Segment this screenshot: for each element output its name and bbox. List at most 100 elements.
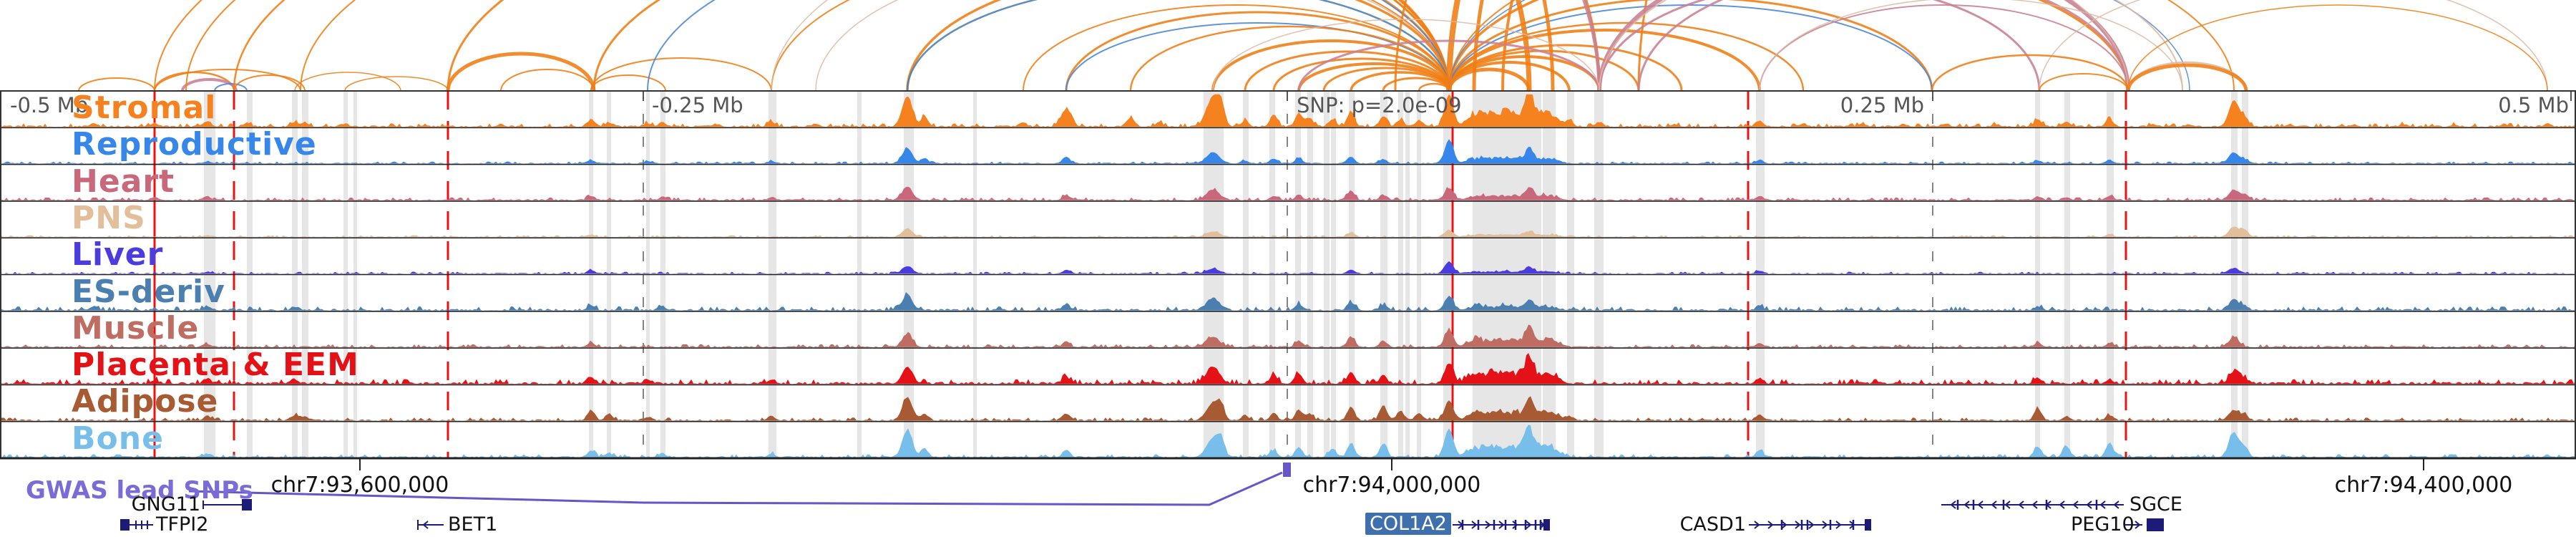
signal-bone [0, 425, 2576, 458]
interaction-arc [1448, 0, 2235, 90]
gene-strand-arrow [1485, 521, 1491, 529]
track-label-placenta-eem: Placenta & EEM [72, 347, 359, 384]
arc-layer [78, 0, 2548, 90]
ruler-label-3: 0.25 Mb [1840, 93, 1924, 117]
interaction-arc [1584, 0, 1601, 90]
interaction-arc [2039, 73, 2129, 90]
ruler-label-4: 0.5 Mb [2498, 93, 2569, 117]
interaction-arc [815, 0, 1450, 90]
gene-label-GNG11: GNG11 [131, 493, 200, 516]
gene-strand-arrow [2072, 500, 2079, 509]
track-label-adipose: Adipose [72, 383, 219, 420]
gene-endbox-PEG10 [2147, 518, 2164, 531]
signal-pns [0, 226, 2576, 237]
interaction-arc [1501, 0, 1514, 90]
interaction-arc [771, 0, 1450, 90]
interaction-arc [1023, 4, 1450, 90]
interaction-arc [154, 69, 301, 90]
gene-strand-arrow [1977, 500, 1984, 509]
interaction-arc [1931, 54, 2129, 90]
interaction-arc [1637, 0, 2129, 90]
interaction-arc [154, 0, 1450, 90]
gene-label-BET1: BET1 [448, 513, 498, 536]
interaction-arc [446, 52, 596, 90]
interaction-arc [590, 57, 772, 90]
gene-strand-arrow [2018, 500, 2024, 509]
gene-strand-arrow [1767, 521, 1774, 529]
interaction-arc [1244, 50, 1450, 90]
gene-strand-arrow [1822, 521, 1828, 529]
track-label-bone: Bone [72, 420, 164, 457]
gene-strand-arrow [2059, 500, 2065, 509]
axis-label-0: chr7:93,600,000 [270, 473, 449, 498]
interaction-arc [344, 76, 449, 90]
interaction-arc [1350, 71, 1450, 90]
interaction-arc [78, 77, 155, 90]
gene-strand-arrow [1963, 500, 1970, 509]
track-label-heart: Heart [72, 163, 175, 200]
interaction-arc [1418, 82, 1450, 90]
gene-strand-arrow [422, 521, 429, 529]
gene-strand-arrow [1781, 521, 1787, 529]
track-label-muscle: Muscle [72, 309, 200, 347]
signal-muscle [0, 324, 2576, 347]
gene-strand-arrow [1991, 500, 1997, 509]
gene-endbox-COL1A2 [1543, 519, 1550, 531]
interaction-arc [1448, 21, 1805, 90]
track-label-stromal: Stromal [72, 90, 217, 126]
interaction-arc [1211, 39, 1450, 90]
interaction-arc [906, 0, 1450, 90]
axis-label-1: chr7:94,000,000 [1302, 473, 1481, 498]
interaction-arc [233, 74, 306, 90]
interaction-arc [1448, 0, 1933, 90]
gene-strand-arrow [2004, 500, 2011, 509]
signal-liver [0, 261, 2576, 274]
interaction-arc [1448, 44, 1683, 90]
interaction-arc [1542, 0, 1555, 90]
interaction-arc [1582, 0, 1601, 90]
interaction-arc [1448, 29, 1761, 90]
interaction-arc [2127, 4, 2548, 90]
gene-strand-arrow [2099, 500, 2106, 509]
gene-strand-arrow [1808, 521, 1815, 529]
interaction-arc [1599, 0, 2183, 90]
track-label-liver: Liver [72, 236, 164, 274]
interaction-arc [2126, 63, 2248, 90]
gene-label-COL1A2: COL1A2 [1365, 513, 1451, 535]
interaction-arc [294, 72, 401, 90]
ruler-label-2: SNP: p=2.0e-09 [1297, 93, 1462, 117]
gene-strand-arrow [1512, 521, 1518, 529]
ruler-label-0: -0.5 Mb [10, 93, 89, 117]
interaction-arc [1597, 0, 2130, 90]
gene-endbox-TFPI2 [120, 519, 130, 531]
signal-adipose [0, 396, 2576, 421]
gene-strand-arrow [1835, 521, 1842, 529]
gwas-track-label: GWAS lead SNPs [26, 476, 253, 505]
gene-endbox-CASD1 [1865, 519, 1871, 531]
ruler-label-1: -0.25 Mb [652, 93, 743, 117]
interaction-arc [1446, 0, 1460, 90]
interaction-arc [2039, 0, 2548, 90]
interaction-arc [592, 0, 1450, 90]
interaction-arc [590, 74, 666, 90]
gene-label-CASD1: CASD1 [1679, 513, 1746, 536]
interaction-arc [1598, 0, 2041, 90]
interaction-arc [500, 69, 595, 90]
interaction-arc [1065, 11, 1450, 90]
signal-reproductive [0, 139, 2576, 164]
track-label-reproductive: Reproductive [72, 126, 317, 163]
gene-strand-arrow [1950, 500, 1956, 509]
axis-label-2: chr7:94,400,000 [2334, 473, 2513, 498]
gene-label-PEG10: PEG10 [2071, 513, 2135, 536]
gwas-connector-line [188, 471, 1283, 506]
interaction-arc [1448, 0, 2190, 90]
gene-strand-arrow [2086, 500, 2092, 509]
track-label-pns: PNS [72, 199, 146, 236]
gene-strand-arrow [1498, 521, 1505, 529]
gene-endbox-GNG11 [242, 499, 252, 511]
interaction-arc [1382, 77, 1450, 90]
interaction-arc [1129, 25, 1450, 90]
gene-label-TFPI2: TFPI2 [156, 513, 209, 536]
